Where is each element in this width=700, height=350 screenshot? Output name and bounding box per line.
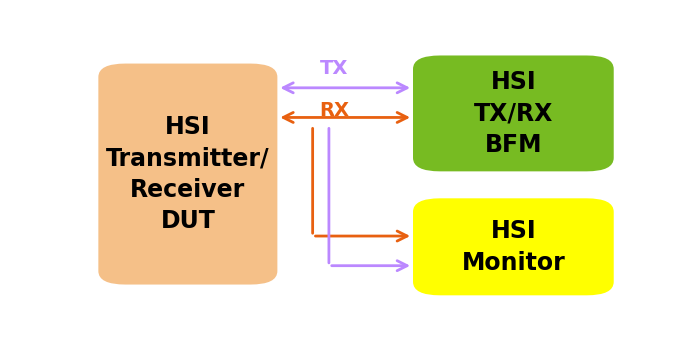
Text: HSI
Monitor: HSI Monitor bbox=[461, 219, 565, 275]
Text: HSI
TX/RX
BFM: HSI TX/RX BFM bbox=[474, 70, 553, 157]
Text: HSI
Transmitter/
Receiver
DUT: HSI Transmitter/ Receiver DUT bbox=[106, 115, 270, 233]
FancyBboxPatch shape bbox=[98, 64, 277, 285]
FancyBboxPatch shape bbox=[413, 56, 614, 171]
Text: TX: TX bbox=[320, 60, 349, 78]
Text: RX: RX bbox=[319, 101, 349, 120]
FancyBboxPatch shape bbox=[413, 198, 614, 295]
